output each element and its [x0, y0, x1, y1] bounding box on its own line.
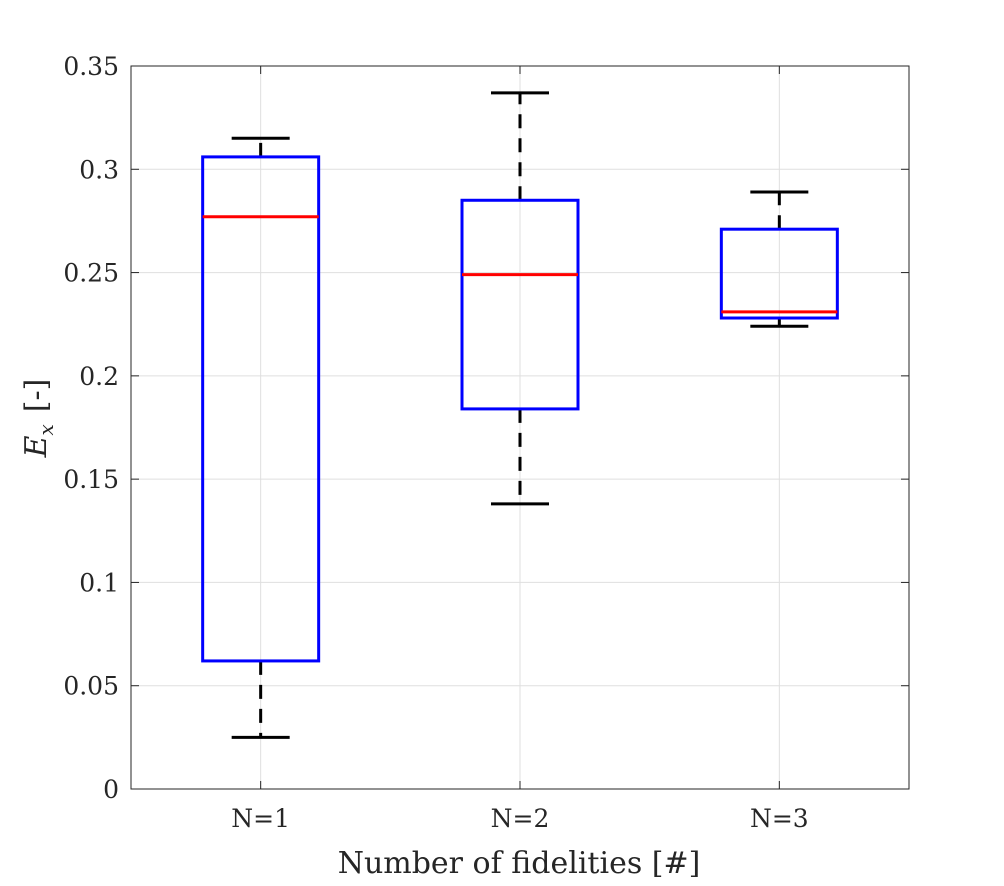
y-tick-label: 0.15	[63, 465, 119, 494]
boxes	[201, 91, 839, 739]
y-axis-label: Ex [-]	[19, 379, 58, 459]
y-tick-label: 0.05	[63, 672, 119, 701]
box-group-n3	[719, 190, 839, 328]
y-axis-label-unit: [-]	[19, 379, 54, 413]
x-axis-label: Number of fidelities [#]	[338, 846, 701, 881]
iqr-box	[201, 155, 321, 663]
y-tick-label: 0.3	[79, 155, 119, 184]
y-axis-label-symbol: E	[19, 435, 54, 458]
y-tick-label: 0	[103, 775, 119, 804]
box-group-n1	[201, 136, 321, 739]
y-tick-label: 0.35	[63, 52, 119, 81]
iqr-box	[460, 198, 580, 411]
x-tick-labels: N=1 N=2 N=3	[231, 804, 808, 833]
y-tick-label: 0.25	[63, 259, 119, 288]
x-tick-label: N=3	[750, 804, 809, 833]
y-axis-label-subscript: x	[34, 424, 58, 435]
y-tick-label: 0.2	[79, 362, 119, 391]
iqr-box	[719, 227, 839, 320]
x-tick-label: N=1	[231, 804, 290, 833]
box-group-n2	[460, 91, 580, 506]
y-tick-label: 0.1	[79, 568, 119, 597]
y-tick-labels: 0 0.05 0.1 0.15 0.2 0.25 0.3 0.35	[63, 52, 119, 804]
axes-frame	[130, 65, 910, 790]
x-tick-label: N=2	[491, 804, 550, 833]
